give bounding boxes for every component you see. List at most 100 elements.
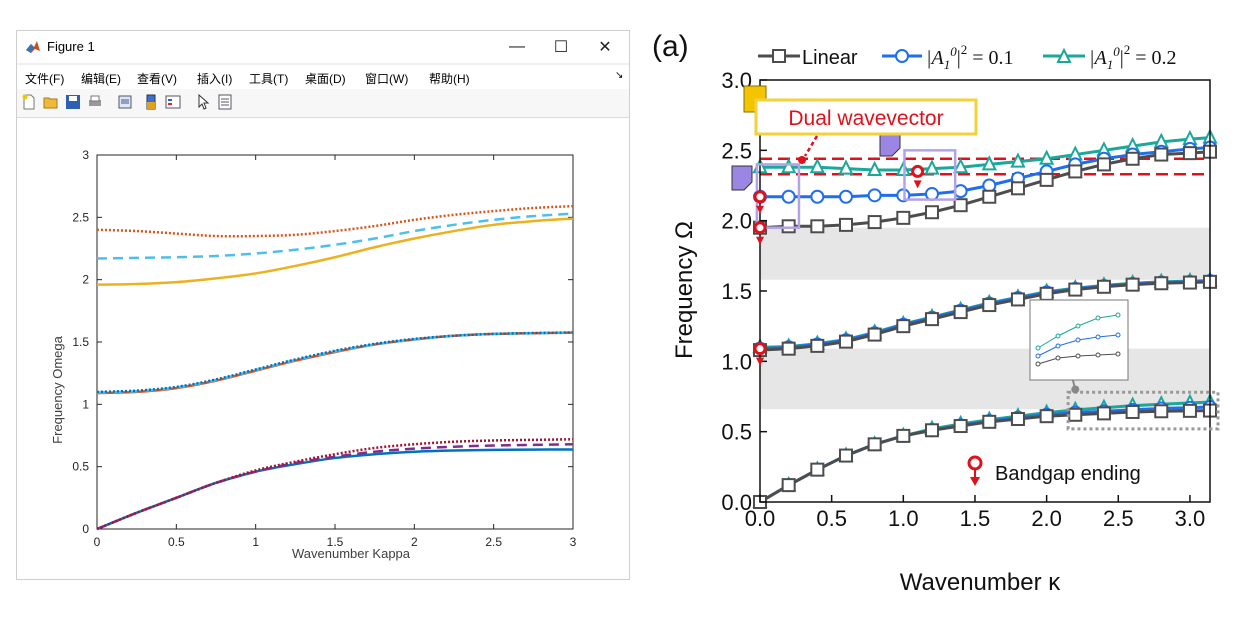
menu-help[interactable]: 帮助(H) (429, 72, 470, 86)
series-0-band3-marker (838, 217, 853, 232)
open-file-icon[interactable] (43, 94, 59, 110)
series-0-band3-marker (867, 215, 882, 230)
series-0-band1-marker (1039, 409, 1054, 424)
menu-edit[interactable]: 编辑(E) (81, 72, 121, 86)
legend-bar-01: | (957, 47, 961, 69)
y-tick-label: 1 (82, 397, 89, 411)
figure-window: Figure 1 — ☐ ✕ 文件(F) 编辑(E) 查看(V) 插入(I) 工… (16, 30, 630, 580)
series-0-band2-marker (1068, 282, 1083, 297)
series-1-band3-marker (838, 189, 853, 204)
inset-marker (1095, 352, 1101, 358)
y-tick-label: 0.0 (721, 490, 752, 515)
series-1-band3-marker (953, 184, 968, 199)
legend-sub-02: 1 (1107, 57, 1114, 72)
zoom-region-box (1066, 390, 1220, 431)
series-2-band3-marker (953, 157, 969, 174)
figure-canvas: 0 0.5 1 1.5 2 2.5 3 0 0.5 1 1.5 2 2.5 3 Wavenumber Ka… (17, 118, 629, 579)
series-0-band3-marker (1039, 172, 1054, 187)
series-0-band2-marker (953, 305, 968, 320)
bandgap-ending-marker (753, 221, 767, 235)
series-2-band3-marker (924, 159, 940, 175)
series-line-4 (96, 331, 574, 394)
window-title: Figure 1 (47, 39, 95, 54)
x-tick-label: 3.0 (1175, 506, 1206, 531)
bandgap-ending-arrow (913, 180, 922, 189)
print-icon[interactable] (87, 94, 103, 110)
series-0-band1-marker (838, 448, 853, 463)
inset-marker (1115, 312, 1121, 318)
dock-arrow-icon[interactable]: ↘ (615, 70, 624, 81)
menu-file[interactable]: 文件(F) (25, 72, 65, 86)
link-plot-icon[interactable] (117, 94, 133, 110)
series-0-band1-marker (867, 437, 882, 452)
legend-sub-01: 1 (944, 57, 951, 72)
bandgap-ending-arrow (756, 357, 764, 366)
menu-desktop[interactable]: 桌面(D) (305, 72, 346, 86)
legend-sq-02: 2 (1124, 42, 1131, 57)
menu-view[interactable]: 查看(V) (137, 72, 177, 86)
matlab-axes-chart[interactable]: 0 0.5 1 1.5 2 2.5 3 0 0.5 1 1.5 2 2.5 3 Wavenumber Ka… (17, 118, 629, 579)
dispersion-figure-a: 0.0 0.5 1.0 1.5 2.0 2.5 3.00.00.51.01.52.02.53… (652, 30, 1220, 596)
bandgap-ending-text: Bandgap ending (995, 463, 1141, 485)
series-0-band2-marker (924, 312, 939, 327)
inset-marker (1055, 343, 1061, 349)
legend-abs-a-02: |A (1089, 47, 1107, 69)
y-tick-label: 1.5 (721, 279, 752, 304)
x-tick-label: 2.5 (1103, 506, 1134, 531)
series-0-band1-marker (1096, 406, 1111, 421)
menu-insert[interactable]: 插入(I) (197, 72, 233, 86)
y-tick-label: 1.0 (721, 349, 752, 374)
series-1-band3-marker (982, 178, 997, 193)
series-0-band1-marker (1010, 412, 1025, 427)
inset-marker (1115, 351, 1121, 357)
y-tick-label: 0.5 (72, 460, 89, 474)
series-0-band3-marker (982, 189, 997, 204)
bandgap-ending-marker (753, 190, 767, 204)
inset-marker (1055, 333, 1061, 339)
x-tick-label: 2.0 (1031, 506, 1062, 531)
series-line-2 (96, 437, 574, 531)
save-icon[interactable] (65, 94, 81, 110)
minimize-button[interactable]: — (509, 38, 525, 55)
property-inspector-icon[interactable] (217, 94, 233, 110)
menu-tools[interactable]: 工具(T) (249, 72, 289, 86)
x-tick-label: 0.0 (745, 506, 776, 531)
menu-window[interactable]: 窗口(W) (365, 72, 409, 86)
colorbar-icon[interactable] (143, 94, 159, 110)
title-bar: Figure 1 — ☐ ✕ (17, 31, 629, 63)
inset-marker (1095, 315, 1101, 321)
legend-icon[interactable] (165, 94, 181, 110)
series-0-band2-marker (810, 338, 825, 353)
legend-sup-02: 0 (1113, 44, 1120, 59)
maximize-button[interactable]: ☐ (553, 39, 569, 56)
series-1-band3-marker (781, 189, 796, 204)
series-0-band3-marker (896, 210, 911, 225)
axes-box (96, 154, 574, 530)
x-tick-label: 3 (570, 535, 577, 549)
inset-marker (1075, 353, 1081, 359)
inset-marker (1055, 355, 1061, 361)
x-tick-label: 2.5 (485, 535, 502, 549)
series-0-band3-marker (810, 219, 825, 234)
close-button[interactable]: ✕ (598, 39, 612, 56)
legend-bar-02: | (1120, 47, 1124, 69)
x-tick-label: 0.5 (168, 535, 185, 549)
inset-marker (1095, 334, 1101, 340)
series-0-band1-marker (924, 423, 939, 438)
series-0-band2-marker (1182, 275, 1197, 290)
x-tick-label: 1.5 (960, 506, 991, 531)
inset-marker (1035, 345, 1041, 351)
new-figure-icon[interactable] (21, 94, 37, 110)
series-0-band2-marker (1125, 277, 1140, 292)
legend-marker-linear (772, 49, 786, 63)
pointer-icon[interactable] (195, 94, 211, 110)
series-line-6 (96, 217, 574, 286)
series-0-band1-marker (781, 478, 796, 493)
menu-bar: 文件(F) 编辑(E) 查看(V) 插入(I) 工具(T) 桌面(D) 窗口(W… (17, 65, 629, 89)
series-2-band3-marker (1010, 152, 1026, 168)
inset-marker (1075, 323, 1081, 329)
y-tick-label: 2.5 (72, 210, 89, 224)
purple-tag-icon (731, 165, 753, 191)
dual-wavevector-text: Dual wavevector (788, 107, 943, 130)
series-1-band3-marker (924, 186, 939, 201)
